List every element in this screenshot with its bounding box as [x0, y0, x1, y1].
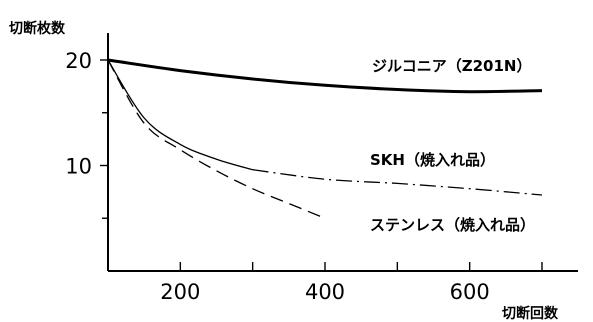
- x-tick-label-200: 200: [160, 280, 200, 304]
- series-line-zirconia: [107, 58, 543, 94]
- y-axis-title: 切断枚数: [9, 20, 66, 37]
- y-tick-label-10: 10: [65, 155, 92, 179]
- series-line-stainless: [107, 59, 326, 219]
- series-line-skh-dashdot: [252, 169, 543, 196]
- series-label-stainless: ステンレス（焼入れ品）: [370, 216, 535, 234]
- y-tick-label-20: 20: [65, 49, 92, 73]
- x-tick-label-400: 400: [305, 280, 345, 304]
- x-axis-title: 切断回数: [502, 305, 559, 322]
- series-label-skh: SKH（焼入れ品）: [370, 151, 495, 169]
- series-label-zirconia: ジルコニア（Z201N）: [372, 57, 531, 75]
- series-line-skh-solid: [107, 59, 253, 171]
- x-tick-label-600: 600: [450, 280, 490, 304]
